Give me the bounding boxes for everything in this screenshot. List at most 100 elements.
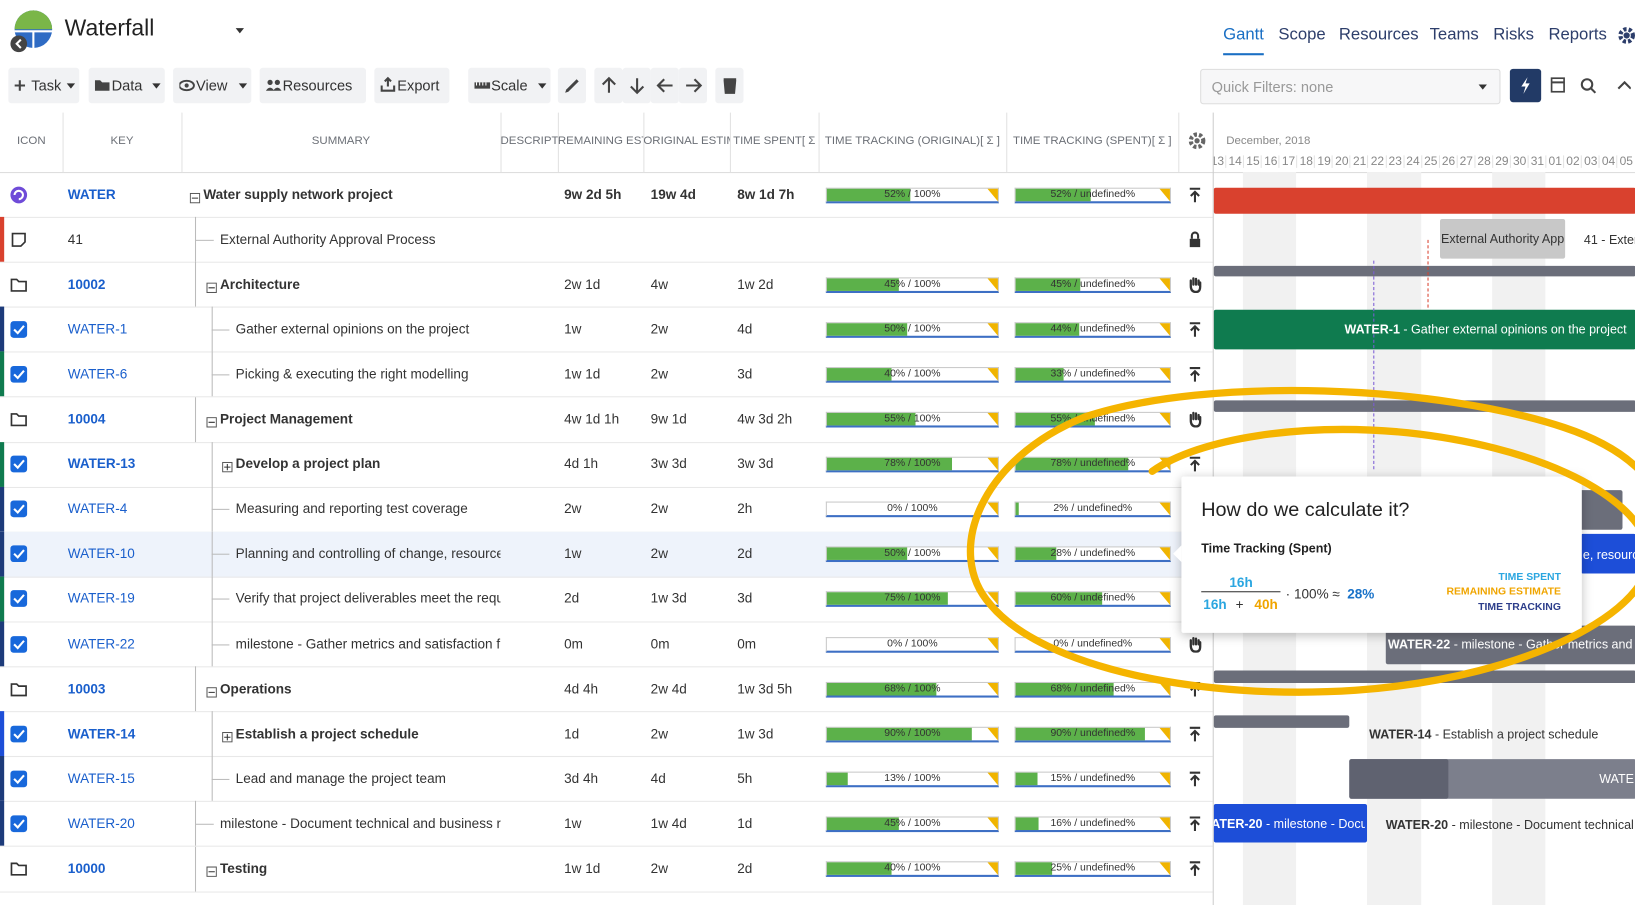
issue-key[interactable]: WATER-14 bbox=[67, 725, 136, 742]
grid-row[interactable]: WATER-20 milestone - Document technical a… bbox=[0, 801, 1213, 848]
issue-key[interactable]: WATER-22 bbox=[67, 635, 135, 652]
grid-row[interactable]: WATER-1 Gather external opinions on the p… bbox=[0, 306, 1213, 353]
original-estimate: 2w bbox=[650, 320, 668, 337]
nav-tab[interactable]: Reports bbox=[1548, 26, 1607, 44]
summary[interactable]: Establish a project schedule bbox=[235, 725, 419, 742]
gantt-bar[interactable] bbox=[1349, 759, 1449, 799]
summary[interactable]: Develop a project plan bbox=[235, 455, 381, 472]
column-settings[interactable] bbox=[1188, 131, 1207, 150]
column-header[interactable]: ORIGINAL ESTIM bbox=[643, 134, 730, 148]
progress-label: 45% / 100% bbox=[884, 278, 941, 290]
gantt-bar[interactable] bbox=[1440, 218, 1566, 259]
column-header[interactable]: REMAINING EST bbox=[557, 134, 644, 148]
progress-end bbox=[1159, 817, 1170, 830]
summary[interactable]: Operations bbox=[220, 680, 292, 697]
view-buttons[interactable] bbox=[1547, 75, 1631, 98]
grid-row[interactable]: WATER-13 Develop a project plan 4d 1h 3w 3d… bbox=[0, 441, 1213, 488]
grid-row[interactable]: 10002 Architecture 2w 1d 4w 1w 2d 45% / 100% 4… bbox=[0, 261, 1213, 308]
column-header[interactable]: ICON bbox=[16, 134, 46, 148]
progress-end bbox=[987, 817, 998, 830]
tracking-spent-bar: 2% / undefined% bbox=[1014, 501, 1171, 518]
summary[interactable]: Lead and manage the project team bbox=[235, 770, 446, 787]
issue-key[interactable]: 10000 bbox=[67, 860, 106, 876]
summary[interactable]: Picking & executing the right modelling bbox=[235, 365, 469, 382]
summary[interactable]: milestone - Gather metrics and satisfact… bbox=[235, 635, 501, 652]
grid-row[interactable]: 41 External Authority Approval Process bbox=[0, 216, 1213, 263]
summary[interactable]: milestone - Document technical and busin… bbox=[220, 815, 501, 831]
quick-filter[interactable]: Quick Filters: none bbox=[1200, 68, 1501, 105]
issue-key[interactable]: 10004 bbox=[67, 410, 106, 427]
grid-row[interactable]: WATER-10 Planning and controlling of chan… bbox=[0, 531, 1213, 578]
grid-row[interactable]: WATER-15 Lead and manage the project team… bbox=[0, 756, 1213, 803]
summary[interactable]: Planning and controlling of change, reso… bbox=[235, 545, 501, 562]
icon-button[interactable] bbox=[715, 67, 744, 104]
grid-row[interactable]: WATER-6 Picking & executing the right mod… bbox=[0, 351, 1213, 398]
column-header[interactable]: DESCRIPTI bbox=[500, 134, 558, 148]
tooltip-arrow bbox=[1173, 545, 1182, 563]
issue-key[interactable]: 10002 bbox=[67, 276, 106, 292]
nav-tab[interactable]: Scope bbox=[1278, 26, 1326, 44]
issue-key[interactable]: WATER bbox=[67, 186, 116, 202]
issue-key[interactable]: WATER-6 bbox=[67, 365, 128, 382]
column-header[interactable]: TIME TRACKING (ORIGINAL)[ Σ ] bbox=[824, 134, 1000, 148]
toolbar-button[interactable]: Data bbox=[88, 67, 165, 104]
issue-key[interactable]: WATER-4 bbox=[67, 500, 128, 517]
expand-toggle bbox=[222, 459, 233, 478]
grid-row[interactable]: 10004 Project Management 4w 1d 1h 9w 1d 4w 3… bbox=[0, 396, 1213, 443]
grid-row[interactable]: 10003 Operations 4d 4h 2w 4d 1w 3d 5h 68% / 1… bbox=[0, 666, 1213, 713]
grid-row[interactable]: WATER-14 Establish a project schedule 1d 2w… bbox=[0, 711, 1213, 758]
icon-button[interactable] bbox=[622, 67, 651, 104]
toolbar-button[interactable]: Export bbox=[374, 67, 450, 104]
label-key: WATER-1 bbox=[1344, 322, 1400, 337]
icon-button[interactable] bbox=[594, 67, 623, 104]
nav-tab[interactable]: Risks bbox=[1493, 26, 1534, 44]
gantt-bar[interactable] bbox=[1213, 265, 1635, 277]
summary[interactable]: Water supply network project bbox=[203, 186, 393, 202]
summary[interactable]: Architecture bbox=[220, 276, 300, 292]
column-header[interactable]: SUMMARY bbox=[311, 134, 371, 148]
toolbar-button[interactable]: Resources bbox=[259, 67, 366, 104]
title-caret[interactable] bbox=[235, 28, 244, 34]
icon-button[interactable] bbox=[678, 67, 707, 104]
grid-row[interactable]: WATER Water supply network project 9w 2d 5… bbox=[0, 172, 1213, 219]
summary[interactable]: Project Management bbox=[220, 410, 353, 427]
toolbar-button[interactable]: Scale bbox=[468, 67, 551, 104]
progress-end bbox=[1159, 862, 1170, 875]
summary[interactable]: Testing bbox=[220, 860, 268, 876]
grid-row[interactable]: 10000 Testing 1w 1d 2w 2d 40% / 100% 25% / und… bbox=[0, 846, 1213, 893]
icon-button[interactable] bbox=[557, 67, 587, 104]
summary[interactable]: Measuring and reporting test coverage bbox=[235, 500, 468, 517]
column-header[interactable]: TIME TRACKING (SPENT)[ Σ ] bbox=[1012, 134, 1172, 148]
grid-row[interactable]: WATER-19 Verify that project deliverables… bbox=[0, 576, 1213, 623]
gantt-bar[interactable] bbox=[1213, 187, 1635, 214]
gantt-bar[interactable] bbox=[1213, 400, 1635, 412]
summary[interactable]: External Authority Approval Process bbox=[220, 231, 436, 247]
summary[interactable]: Gather external opinions on the project bbox=[235, 320, 470, 337]
issue-key[interactable]: WATER-10 bbox=[67, 545, 135, 562]
column-header[interactable]: KEY bbox=[110, 134, 134, 148]
icon-button[interactable] bbox=[650, 67, 679, 104]
gantt-bar[interactable] bbox=[1213, 803, 1368, 843]
gantt-bar[interactable] bbox=[1213, 309, 1635, 350]
nav-tab[interactable]: Teams bbox=[1429, 26, 1479, 44]
issue-key[interactable]: WATER-19 bbox=[67, 590, 135, 607]
issue-key[interactable]: 10003 bbox=[67, 680, 106, 697]
nav-tab[interactable]: Resources bbox=[1338, 26, 1419, 44]
issue-key[interactable]: WATER-20 bbox=[67, 815, 135, 831]
nav-tab[interactable]: Gantt bbox=[1223, 26, 1264, 56]
toolbar-button[interactable]: Task bbox=[8, 67, 80, 104]
toolbar-button[interactable]: View bbox=[173, 67, 252, 104]
progress-fill bbox=[1015, 278, 1081, 291]
issue-key[interactable]: WATER-13 bbox=[67, 455, 136, 472]
summary[interactable]: Verify that project deliverables meet th… bbox=[235, 590, 501, 607]
gantt-bar[interactable] bbox=[1213, 670, 1635, 683]
issue-key[interactable]: WATER-15 bbox=[67, 770, 135, 787]
tracking-original-bar: 90% / 100% bbox=[825, 726, 999, 743]
gantt-bar[interactable] bbox=[1213, 715, 1350, 728]
bolt-button[interactable] bbox=[1509, 68, 1542, 103]
issue-key[interactable]: WATER-1 bbox=[67, 320, 128, 337]
settings-icon[interactable] bbox=[1617, 26, 1635, 45]
column-header[interactable]: TIME SPENT[ Σ bbox=[733, 134, 816, 148]
grid-row[interactable]: WATER-22 milestone - Gather metrics and s… bbox=[0, 621, 1213, 668]
grid-row[interactable]: WATER-4 Measuring and reporting test cove… bbox=[0, 486, 1213, 533]
